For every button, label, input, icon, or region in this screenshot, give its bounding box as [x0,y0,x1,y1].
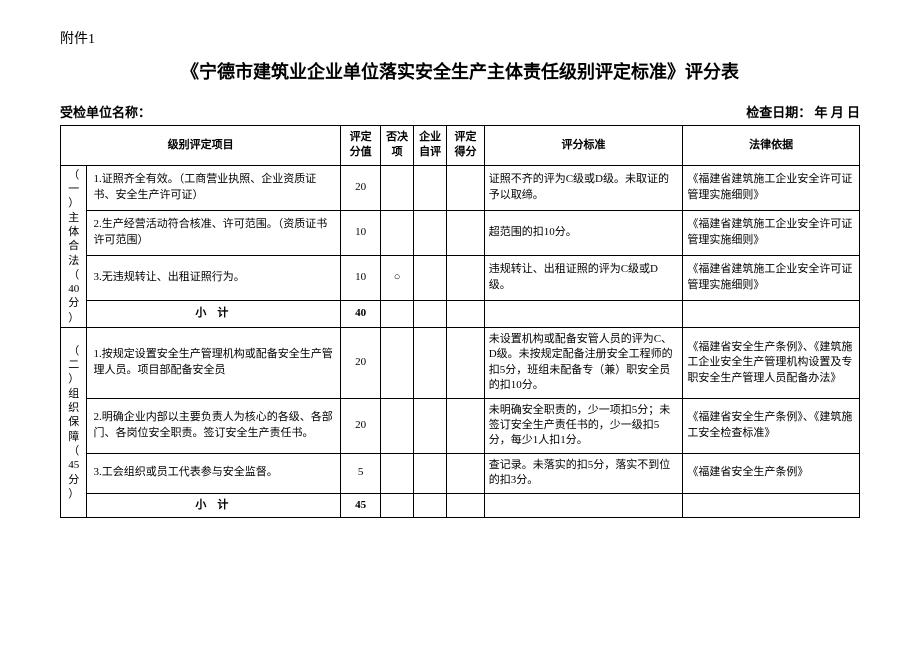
veto-cell [381,453,414,493]
std-cell: 未设置机构或配备安管人员的评为C、D级。未按规定配备注册安全工程师的扣5分，班组… [484,328,683,399]
section-1-label: （一）主体合法（40分） [61,165,87,327]
inspected-unit-label: 受检单位名称： [60,102,151,121]
page-title: 《宁德市建筑业企业单位落实安全生产主体责任级别评定标准》评分表 [60,58,860,84]
eval-cell [447,328,485,399]
attachment-label: 附件1 [60,28,860,48]
std-cell: 证照不齐的评为C级或D级。未取证的予以取缔。 [484,165,683,210]
self-cell [414,328,447,399]
col-eval-header: 评定得分 [447,126,485,166]
std-cell: 查记录。未落实的扣5分，落实不到位的扣3分。 [484,453,683,493]
law-cell: 《福建省建筑施工企业安全许可证管理实施细则》 [683,165,860,210]
self-cell [414,210,447,255]
veto-cell [381,398,414,453]
empty-cell [447,493,485,517]
score-cell: 20 [341,165,381,210]
subtotal-label: 小计 [87,493,341,517]
header-row: 受检单位名称： 检查日期： 年 月 日 [60,102,860,121]
subtotal-row: 小计 45 [61,493,860,517]
subtotal-row: 小计 40 [61,300,860,328]
table-row: 2.明确企业内部以主要负责人为核心的各级、各部门、各岗位安全职责。签订安全生产责… [61,398,860,453]
subtotal-label: 小计 [87,300,341,328]
self-cell [414,255,447,300]
check-date-label: 检查日期： 年 月 日 [746,102,860,121]
empty-cell [414,300,447,328]
empty-cell [683,300,860,328]
std-cell: 违规转让、出租证照的评为C级或D级。 [484,255,683,300]
empty-cell [447,300,485,328]
table-row: 3.无违规转让、出租证照行为。 10 ○ 违规转让、出租证照的评为C级或D级。 … [61,255,860,300]
veto-cell [381,210,414,255]
section-2-label: （二）组织保障（45分） [61,328,87,518]
col-std-header: 评分标准 [484,126,683,166]
veto-cell: ○ [381,255,414,300]
eval-cell [447,255,485,300]
veto-cell [381,165,414,210]
col-law-header: 法律依据 [683,126,860,166]
eval-cell [447,398,485,453]
item-cell: 1.证照齐全有效。（工商营业执照、企业资质证书、安全生产许可证） [87,165,341,210]
eval-cell [447,453,485,493]
item-cell: 3.工会组织或员工代表参与安全监督。 [87,453,341,493]
col-self-header: 企业自评 [414,126,447,166]
item-cell: 3.无违规转让、出租证照行为。 [87,255,341,300]
table-header-row: 级别评定项目 评定分值 否决项 企业自评 评定得分 评分标准 法律依据 [61,126,860,166]
self-cell [414,165,447,210]
score-cell: 10 [341,255,381,300]
law-cell: 《福建省安全生产条例》 [683,453,860,493]
eval-cell [447,210,485,255]
empty-cell [381,300,414,328]
table-row: （二）组织保障（45分） 1.按规定设置安全生产管理机构或配备安全生产管理人员。… [61,328,860,399]
self-cell [414,398,447,453]
score-cell: 5 [341,453,381,493]
scoring-table: 级别评定项目 评定分值 否决项 企业自评 评定得分 评分标准 法律依据 （一）主… [60,125,860,518]
table-row: 3.工会组织或员工代表参与安全监督。 5 查记录。未落实的扣5分，落实不到位的扣… [61,453,860,493]
veto-cell [381,328,414,399]
table-row: 2.生产经营活动符合核准、许可范围。（资质证书许可范围） 10 超范围的扣10分… [61,210,860,255]
col-item-header: 级别评定项目 [61,126,341,166]
law-cell: 《福建省建筑施工企业安全许可证管理实施细则》 [683,255,860,300]
std-cell: 未明确安全职责的，少一项扣5分；未签订安全生产责任书的，少一级扣5分，每少1人扣… [484,398,683,453]
law-cell: 《福建省安全生产条例》、《建筑施工安全检查标准》 [683,398,860,453]
empty-cell [484,300,683,328]
law-cell: 《福建省安全生产条例》、《建筑施工企业安全生产管理机构设置及专职安全生产管理人员… [683,328,860,399]
item-cell: 2.明确企业内部以主要负责人为核心的各级、各部门、各岗位安全职责。签订安全生产责… [87,398,341,453]
std-cell: 超范围的扣10分。 [484,210,683,255]
subtotal-score: 45 [341,493,381,517]
col-score-header: 评定分值 [341,126,381,166]
item-cell: 2.生产经营活动符合核准、许可范围。（资质证书许可范围） [87,210,341,255]
item-cell: 1.按规定设置安全生产管理机构或配备安全生产管理人员。项目部配备安全员 [87,328,341,399]
empty-cell [381,493,414,517]
empty-cell [414,493,447,517]
law-cell: 《福建省建筑施工企业安全许可证管理实施细则》 [683,210,860,255]
empty-cell [683,493,860,517]
score-cell: 20 [341,398,381,453]
subtotal-score: 40 [341,300,381,328]
eval-cell [447,165,485,210]
empty-cell [484,493,683,517]
self-cell [414,453,447,493]
score-cell: 10 [341,210,381,255]
col-veto-header: 否决项 [381,126,414,166]
table-row: （一）主体合法（40分） 1.证照齐全有效。（工商营业执照、企业资质证书、安全生… [61,165,860,210]
score-cell: 20 [341,328,381,399]
